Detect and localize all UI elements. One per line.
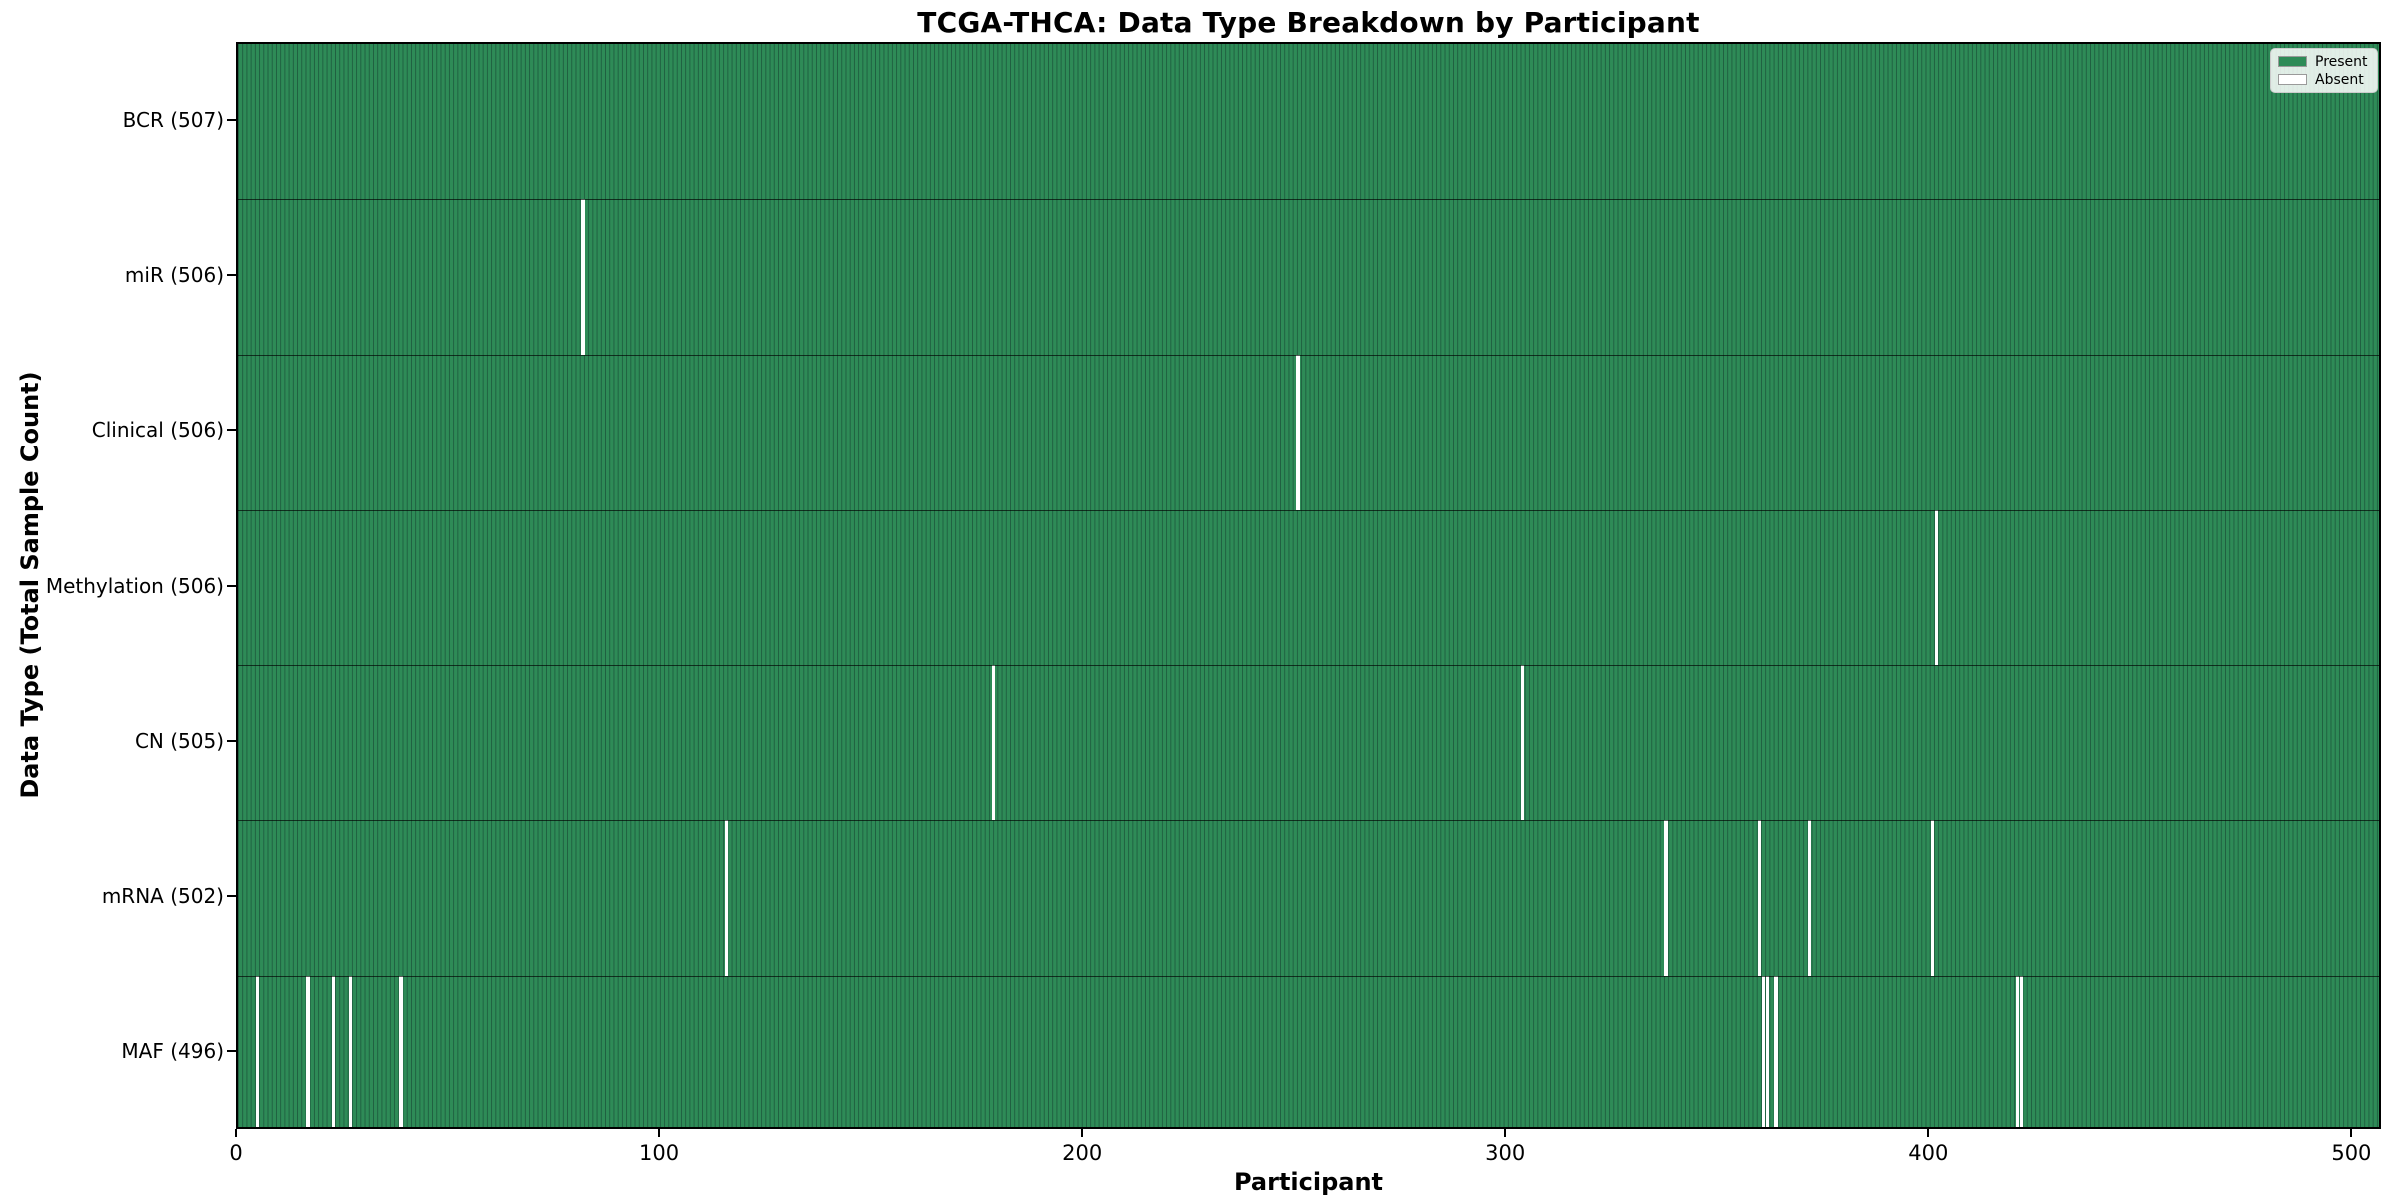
legend-label: Absent [2315,71,2364,88]
legend-entry-absent: Absent [2278,73,2370,87]
row-miR [238,199,2379,355]
absent-gap-miR-81 [581,199,585,355]
y-tick-mark [227,429,236,432]
x-tick-label-300: 300 [1485,1141,1526,1165]
absent-gap-MAF-361 [1766,975,1770,1127]
y-tick-label-CN: CN (505) [134,728,224,753]
x-tick-mark [1927,1129,1930,1137]
x-tick-mark [1081,1129,1084,1137]
x-tick-mark [1504,1129,1507,1137]
legend: Present Absent [2270,48,2378,93]
absent-gap-mRNA-337 [1664,820,1668,976]
absent-gap-CN-178 [991,665,995,821]
row-BCR [238,44,2379,200]
y-tick-mark [227,739,236,742]
row-separator [238,975,2379,977]
x-tick-mark [2350,1129,2353,1137]
absent-gap-MAF-363 [1774,975,1778,1127]
x-axis-label: Participant [1233,1168,1384,1196]
absent-gap-mRNA-400 [1931,820,1935,976]
absent-gap-MAF-26 [348,975,352,1127]
y-tick-label-Clinical: Clinical (506) [91,418,224,443]
absent-gap-MAF-421 [2019,975,2023,1127]
y-tick-mark [227,273,236,276]
absent-gap-MAF-16 [306,975,310,1127]
legend-label: Present [2315,53,2368,70]
y-tick-label-MAF: MAF (496) [121,1039,224,1064]
row-separator [238,199,2379,201]
legend-entry-present: Present [2278,55,2370,69]
x-tick-mark [235,1129,237,1137]
y-tick-mark [227,584,236,587]
y-tick-label-Methylation: Methylation (506) [45,573,224,598]
y-tick-label-mRNA: mRNA (502) [101,884,224,909]
x-tick-label-200: 200 [1062,1141,1103,1165]
row-MAF [238,975,2379,1127]
row-Methylation [238,509,2379,666]
x-tick-label-400: 400 [1908,1141,1949,1165]
absent-gap-MAF-4 [255,975,259,1127]
chart-title: TCGA-THCA: Data Type Breakdown by Partic… [917,6,1700,39]
y-tick-mark [227,118,236,121]
absent-gap-MAF-22 [331,975,335,1127]
x-tick-label-500: 500 [2331,1141,2372,1165]
row-separator [238,820,2379,822]
x-tick-label-100: 100 [639,1141,680,1165]
row-Clinical [238,354,2379,510]
legend-swatch-absent [2278,74,2307,85]
absent-gap-mRNA-359 [1757,820,1761,976]
absent-gap-Methylation-401 [1935,509,1939,666]
plot-area [236,42,2381,1129]
row-CN [238,665,2379,821]
absent-gap-MAF-38 [399,975,403,1127]
absent-gap-mRNA-371 [1808,820,1812,976]
x-tick-label-0: 0 [229,1141,243,1165]
x-tick-mark [658,1129,661,1137]
absent-gap-CN-303 [1520,665,1524,821]
absent-gap-mRNA-115 [725,820,729,976]
row-separator [238,509,2379,511]
y-tick-mark [227,1050,236,1053]
row-separator [238,354,2379,356]
legend-swatch-present [2278,56,2307,67]
y-tick-label-miR: miR (506) [124,262,224,287]
absent-gap-MAF-360 [1761,975,1765,1127]
y-tick-label-BCR: BCR (507) [122,107,224,132]
row-mRNA [238,820,2379,976]
row-separator [238,665,2379,667]
y-tick-mark [227,895,236,898]
absent-gap-Clinical-250 [1296,354,1300,510]
absent-gap-MAF-420 [2015,975,2019,1127]
